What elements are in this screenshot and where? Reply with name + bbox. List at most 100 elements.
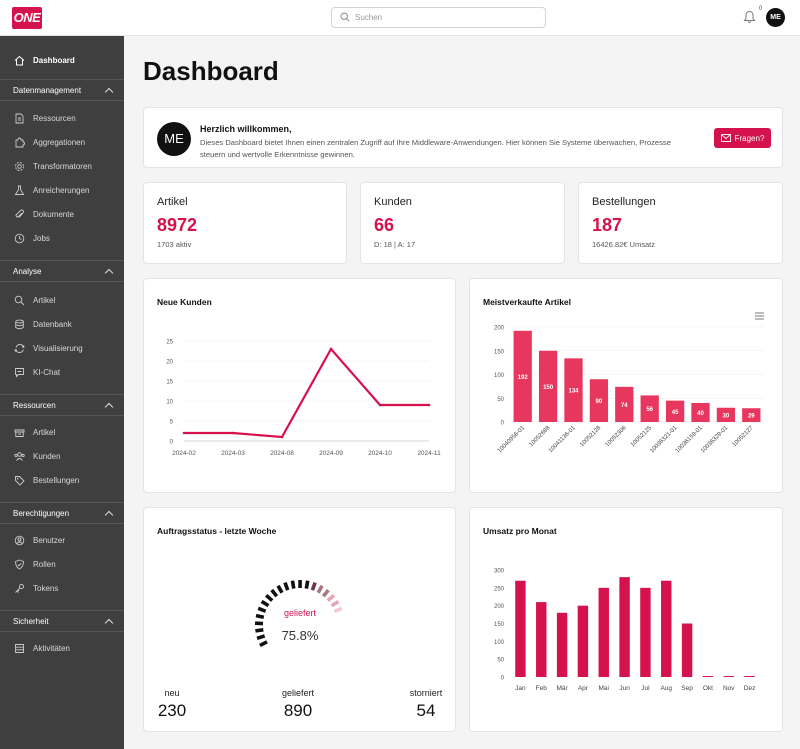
series-line <box>184 347 429 439</box>
gauge-segment <box>260 599 270 608</box>
revenue-card: Umsatz pro Monat 0 50 100 150 200 250 300 Jan Fe… <box>469 507 783 732</box>
shield-check-icon <box>15 559 24 570</box>
data-point <box>427 403 431 407</box>
y-tick-label: 0 <box>501 676 505 682</box>
gauge-segment <box>283 581 290 591</box>
sidebar-item-tokens[interactable]: Tokens <box>0 576 124 600</box>
sidebar-item-ressourcen[interactable]: Ressourcen <box>0 106 124 130</box>
stat-card-artikel[interactable]: Artikel 8972 1703 aktiv <box>143 182 347 264</box>
sidebar-section-sicherheit[interactable]: Sicherheit <box>0 610 124 632</box>
sidebar-item-label: Bestellungen <box>33 475 80 485</box>
sidebar-item-aggregationen[interactable]: Aggregationen <box>0 130 124 154</box>
sidebar-item-ressourcen-artikel[interactable]: Artikel <box>0 420 124 444</box>
gauge-value: 75.8% <box>282 628 319 643</box>
sidebar-item-label: Dashboard <box>33 55 75 65</box>
stat-card-kunden[interactable]: Kunden 66 D: 18 | A: 17 <box>360 182 565 264</box>
sidebar-item-rollen[interactable]: Rollen <box>0 552 124 576</box>
x-tick-label: 2024-02 <box>172 450 196 457</box>
sidebar-item-ki-chat[interactable]: KI-Chat <box>0 360 124 384</box>
search-icon <box>14 295 25 305</box>
y-tick-label: 0 <box>170 440 174 446</box>
chevron-up-icon <box>104 510 114 519</box>
bar <box>716 407 736 422</box>
chart-title: Umsatz pro Monat <box>483 526 557 536</box>
revenue-chart: 0 50 100 150 200 250 300 Jan Feb Mär Apr Mai Jun Jul A… <box>494 569 755 693</box>
stat-label: Artikel <box>157 196 188 208</box>
bar <box>619 577 630 677</box>
gauge-segment <box>326 594 336 603</box>
x-tick-label: Nov <box>723 685 735 692</box>
y-tick-label: 20 <box>166 360 173 366</box>
sidebar-item-dashboard[interactable]: Dashboard <box>0 48 124 72</box>
user-avatar[interactable]: ME <box>766 8 785 27</box>
y-tick-label: 250 <box>494 586 505 592</box>
sidebar-item-analyse-artikel[interactable]: Artikel <box>0 288 124 312</box>
y-tick-label: 200 <box>494 604 505 610</box>
stat-subtext: D: 18 | A: 17 <box>374 240 416 249</box>
section-title: Sicherheit <box>13 616 49 626</box>
search-box[interactable] <box>331 7 546 28</box>
gauge-segment <box>310 582 317 591</box>
bell-icon[interactable] <box>743 10 756 24</box>
stat-label: Kunden <box>374 196 412 208</box>
gauge-segment <box>270 588 279 598</box>
sidebar-section-analyse[interactable]: Analyse <box>0 260 124 282</box>
gauge-segment <box>276 584 284 594</box>
box-icon <box>14 429 25 437</box>
stat-value: 66 <box>374 215 395 235</box>
users-icon <box>14 451 25 461</box>
sidebar-section-datenmanagement[interactable]: Datenmanagement <box>0 79 124 101</box>
x-tick-label: 10052128 <box>579 425 603 449</box>
bar <box>577 605 589 677</box>
avatar: ME <box>157 122 191 156</box>
new-customers-card: Neue Kunden 0 5 10 15 20 25 2024-02 2024-03 2024… <box>143 278 456 493</box>
sidebar-item-visualisierung[interactable]: Visualisierung <box>0 336 124 360</box>
sidebar-section-berechtigungen[interactable]: Berechtigungen <box>0 502 124 524</box>
app-logo[interactable]: ONE <box>12 7 42 29</box>
sidebar-item-label: Rollen <box>33 559 56 569</box>
chevron-up-icon <box>104 402 114 411</box>
x-tick-label: Jun <box>619 685 630 692</box>
sidebar-item-label: Jobs <box>33 233 50 243</box>
menu-icon[interactable] <box>754 312 765 320</box>
sidebar-item-bestellungen[interactable]: Bestellungen <box>0 468 124 492</box>
gear-icon <box>15 161 24 171</box>
database-icon <box>15 319 24 329</box>
data-point <box>280 435 284 439</box>
y-tick-label: 25 <box>166 340 173 346</box>
bar <box>515 580 526 677</box>
sidebar-item-datenbank[interactable]: Datenbank <box>0 312 124 336</box>
x-tick-label: Mai <box>599 685 609 692</box>
help-button[interactable]: Fragen? <box>714 128 771 148</box>
bar <box>536 602 547 677</box>
gauge-segment <box>321 588 330 598</box>
gauge-segment <box>290 580 296 589</box>
y-tick-label: 100 <box>494 640 505 646</box>
sidebar-item-anreicherungen[interactable]: Anreicherungen <box>0 178 124 202</box>
sidebar-item-transformatoren[interactable]: Transformatoren <box>0 154 124 178</box>
sidebar-item-jobs[interactable]: Jobs <box>0 226 124 250</box>
stat-card-bestellungen[interactable]: Bestellungen 187 16426.82€ Umsatz <box>578 182 783 264</box>
x-tick-label: 2024-08 <box>270 450 294 457</box>
data-label: 40 <box>697 411 704 417</box>
sidebar: Dashboard Datenmanagement Ressourcen Agg… <box>0 36 124 749</box>
x-tick-label: Sep <box>681 685 693 692</box>
bar <box>513 330 532 422</box>
bar <box>691 403 710 422</box>
sidebar-item-aktivitaeten[interactable]: Aktivitäten <box>0 636 124 660</box>
sidebar-item-label: Artikel <box>33 427 56 437</box>
x-tick-label: Okt <box>703 685 713 692</box>
x-tick-label: 10052127 <box>732 425 756 449</box>
server-icon <box>15 643 24 653</box>
page-title: Dashboard <box>143 56 279 86</box>
sidebar-item-benutzer[interactable]: Benutzer <box>0 528 124 552</box>
sidebar-section-ressourcen[interactable]: Ressourcen <box>0 394 124 416</box>
sidebar-item-dokumente[interactable]: Dokumente <box>0 202 124 226</box>
status-value-storniert: 54 <box>417 701 436 720</box>
status-label-storniert: storniert <box>410 688 443 698</box>
sidebar-item-kunden[interactable]: Kunden <box>0 444 124 468</box>
sidebar-item-label: Kunden <box>33 451 61 461</box>
x-tick-label: 10052688 <box>528 425 552 449</box>
notification-badge: 0 <box>756 5 765 14</box>
search-input[interactable] <box>355 10 540 25</box>
